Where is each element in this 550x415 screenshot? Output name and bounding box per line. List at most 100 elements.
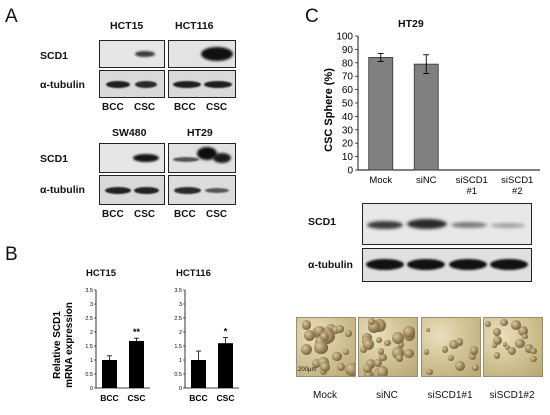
y-tick-label: 3 xyxy=(90,302,93,308)
sphere-cell xyxy=(363,338,375,350)
band xyxy=(135,81,157,88)
lane-label-bcc: BCC xyxy=(174,102,196,113)
sphere-cell xyxy=(377,348,384,355)
sphere-cell xyxy=(398,341,405,348)
photo-label-sinc: siNC xyxy=(376,390,398,401)
lane-label-csc: CSC xyxy=(206,209,228,220)
panel-a-letter: A xyxy=(5,6,18,27)
bar xyxy=(218,343,233,388)
sphere-cell xyxy=(504,344,511,351)
y-tick-label: 2 xyxy=(90,330,93,336)
sphere-cell xyxy=(395,354,403,362)
lane-label-csc: CSC xyxy=(134,102,156,113)
sphere-photo-mock xyxy=(296,317,356,377)
y-tick-label: 0.5 xyxy=(174,372,182,378)
y-tick-label: 1.5 xyxy=(174,344,182,350)
y-tick-label: 2.5 xyxy=(85,316,93,322)
band xyxy=(134,187,159,194)
blot-hct15-tubulin xyxy=(99,70,165,98)
lane-label-csc: CSC xyxy=(134,209,156,220)
category-label: BCC xyxy=(189,393,207,403)
blot-ht29-scd1 xyxy=(168,143,236,173)
sphere-cell xyxy=(383,339,391,347)
sphere-cell xyxy=(493,335,503,345)
sphere-photo-siscd1-2 xyxy=(483,317,543,377)
sphere-cell xyxy=(510,319,521,330)
sphere-cell xyxy=(425,327,431,333)
sphere-cell xyxy=(311,358,322,368)
blot-row-label-scd1: SCD1 xyxy=(40,153,69,165)
sphere-cell xyxy=(455,361,465,372)
y-tick-label: 1 xyxy=(179,358,182,364)
chart-hct15: 0 0.5 1 1.5 2 2.5 3 3.5 BCC ** CSC xyxy=(85,288,150,403)
sphere-cell xyxy=(469,353,477,361)
sphere-cell xyxy=(363,369,374,376)
sphere-cell xyxy=(530,347,537,355)
blot-ht29-tubulin xyxy=(168,175,236,205)
y-tick-label: 0 xyxy=(347,166,353,177)
band xyxy=(451,222,487,228)
sphere-cell xyxy=(404,348,414,359)
y-tick-label: 90 xyxy=(342,45,354,56)
chart-hct116: 0 0.5 1 1.5 2 2.5 3 3.5 BCC * CSC xyxy=(174,288,239,403)
y-tick-label: 100 xyxy=(336,32,353,43)
blot-hct116-scd1 xyxy=(168,40,236,68)
band xyxy=(449,259,487,270)
blot-row-label-tubulin: α-tubulin xyxy=(40,79,85,91)
sphere-cell xyxy=(376,366,389,376)
band xyxy=(366,259,404,270)
blot-title-ht29: HT29 xyxy=(187,127,213,139)
y-tick-label: 2.5 xyxy=(174,316,182,322)
bar xyxy=(368,57,394,171)
bar xyxy=(413,63,439,171)
band xyxy=(105,187,131,194)
sphere-cell xyxy=(374,359,383,367)
sphere-cell xyxy=(313,340,328,355)
sphere-photo-sinc xyxy=(358,317,418,377)
band xyxy=(204,81,232,88)
sphere-cell xyxy=(319,361,330,372)
bar xyxy=(129,340,144,388)
sphere-cell xyxy=(469,346,479,356)
sphere-cell xyxy=(345,362,355,376)
y-tick-label: 80 xyxy=(342,58,354,69)
band xyxy=(407,219,447,229)
category-label: #1 xyxy=(466,186,477,197)
y-tick-label: 30 xyxy=(342,125,354,136)
category-label: #2 xyxy=(512,186,523,197)
sphere-cell xyxy=(335,324,344,333)
sphere-cell xyxy=(332,351,342,361)
y-tick-label: 60 xyxy=(342,85,354,96)
sphere-cell xyxy=(529,355,537,363)
band xyxy=(197,147,217,160)
sphere-cell xyxy=(503,342,508,347)
chart-title-hct15: HCT15 xyxy=(86,268,117,279)
panel-b-ylabel: Relative SCD1 mRNA expression xyxy=(52,302,75,388)
chart-title-hct116: HCT116 xyxy=(176,268,211,279)
blot-title-hct116: HCT116 xyxy=(175,20,214,32)
lane-label-bcc: BCC xyxy=(102,102,124,113)
sphere-cell xyxy=(375,336,383,343)
band xyxy=(135,51,155,57)
sphere-cell xyxy=(300,343,313,356)
band xyxy=(205,188,229,193)
y-tick-label: 20 xyxy=(342,139,354,150)
sphere-cell xyxy=(423,349,430,356)
sphere-cell xyxy=(345,330,352,338)
blot-ht29-knockdown-tubulin xyxy=(362,248,532,282)
chart-title-ht29: HT29 xyxy=(398,18,424,30)
sphere-cell xyxy=(379,353,388,362)
category-label: siSCD1 xyxy=(456,175,488,186)
y-tick-label: 1 xyxy=(90,358,93,364)
sphere-cell xyxy=(392,346,405,359)
lane-label-csc: CSC xyxy=(206,102,228,113)
blot-title-hct15: HCT15 xyxy=(110,20,144,32)
band xyxy=(173,81,201,88)
panel-c-letter: C xyxy=(305,6,319,27)
band xyxy=(173,157,199,162)
y-tick-label: 10 xyxy=(342,152,354,163)
significance-label: ** xyxy=(133,327,141,337)
sphere-cell xyxy=(449,339,459,350)
band xyxy=(133,154,159,162)
